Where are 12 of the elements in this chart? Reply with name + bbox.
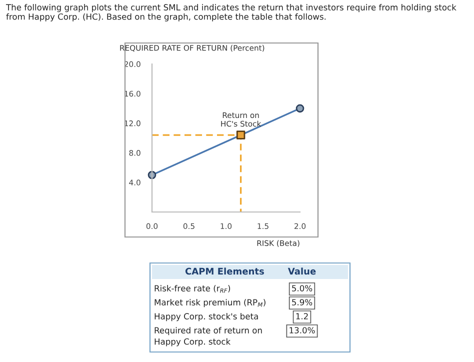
- text: Risk-free rate (r$_{RF}$): [154, 285, 230, 293]
- text: The following graph plots the current SML and indicates the return that investors require from holding stock from Happy Corp. (HC). Based on the graph, complete the table that follows.: [6, 4, 456, 22]
- text: Required rate of return on Happy Corp. stock: [154, 327, 262, 346]
- text: 1.2: [296, 313, 308, 320]
- text: 5.0%: [292, 285, 312, 292]
- text: CAPM Elements: [185, 268, 264, 275]
- text: Happy Corp. stock's beta: [154, 313, 258, 322]
- text: 13.0%: [290, 327, 315, 334]
- text: 5.9%: [292, 299, 312, 306]
- text: Market risk premium (RP$_{M}$): [154, 299, 266, 308]
- text: Value: [288, 268, 316, 275]
- point: [236, 130, 246, 140]
